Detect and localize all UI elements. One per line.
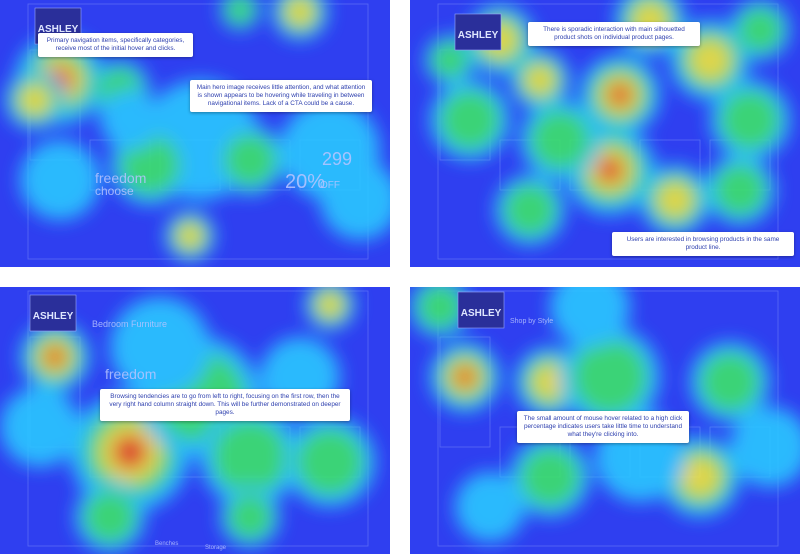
annotation-callout: Browsing tendencies are to go from left … — [100, 389, 350, 421]
page-label: OFF — [320, 180, 340, 191]
heat-spot — [529, 109, 591, 171]
annotation-callout: The small amount of mouse hover related … — [517, 411, 689, 443]
heat-layer — [410, 287, 800, 542]
heat-layer — [425, 0, 790, 245]
heat-spot — [431, 41, 469, 79]
heat-spot — [45, 347, 65, 367]
heat-spot — [689, 39, 731, 81]
logo-text: ASHLEY — [38, 24, 79, 35]
heat-spot — [212, 419, 288, 495]
annotation-callout: There is sporadic interaction with main … — [528, 22, 700, 46]
page-label: freedom — [95, 170, 146, 186]
heat-spot — [83, 490, 137, 544]
heat-spot — [439, 89, 501, 151]
heat-spot — [295, 427, 365, 497]
heat-spot — [608, 83, 632, 107]
heat-spot — [113, 435, 147, 469]
heat-layer — [5, 0, 390, 261]
heat-spot — [227, 494, 273, 540]
heat-spot — [572, 339, 648, 415]
logo-text: ASHLEY — [33, 311, 74, 322]
page-label: Bedroom Furniture — [92, 319, 167, 329]
heat-spot — [100, 90, 160, 150]
page-label: freedom — [105, 366, 156, 382]
heat-spot — [699, 351, 761, 413]
heat-spot — [713, 163, 767, 217]
heat-spot — [223, 133, 277, 187]
heat-spot — [730, 407, 800, 487]
page-label: 20% — [285, 171, 325, 193]
logo-box — [454, 13, 502, 51]
heat-spot — [177, 223, 203, 249]
heat-spot — [110, 297, 210, 397]
page-label: 299 — [322, 149, 352, 169]
heat-spot — [20, 140, 100, 220]
heat-spot — [519, 446, 581, 508]
heat-spot — [417, 287, 463, 330]
annotation-callout: Main hero image receives little attentio… — [190, 80, 372, 112]
page-label: Benches — [155, 541, 178, 547]
heat-spot — [550, 287, 630, 347]
logo-box — [29, 294, 77, 332]
heat-spot — [679, 456, 721, 498]
heat-spot — [455, 472, 525, 542]
heat-spot — [656, 181, 694, 219]
heat-spot — [597, 157, 623, 183]
heat-spot — [531, 363, 569, 401]
heat-spot — [119, 134, 181, 196]
heat-spot — [317, 292, 343, 318]
logo-box — [457, 291, 505, 329]
heat-spot — [524, 64, 556, 96]
heatmap-panel: ASHLEY — [410, 0, 800, 267]
annotation-callout: Users are interested in browsing product… — [612, 232, 794, 256]
page-label: Storage — [205, 545, 227, 551]
heat-spot — [0, 387, 80, 467]
heatmap-panel: ASHLEY Shop by Style — [410, 287, 800, 554]
heat-spot — [320, 160, 390, 240]
annotation-callout: Primary navigation items, specifically c… — [38, 33, 193, 57]
heat-spot — [224, 0, 256, 26]
heat-spot — [19, 84, 51, 116]
heat-spot — [719, 89, 781, 151]
logo-text: ASHLEY — [458, 30, 499, 41]
heat-spot — [285, 0, 315, 27]
heat-spot — [455, 367, 475, 387]
page-label: Shop by Style — [510, 318, 553, 325]
logo-text: ASHLEY — [461, 308, 502, 319]
heat-spot — [503, 183, 557, 237]
page-label: choose — [95, 184, 134, 198]
heat-spot — [737, 7, 783, 53]
